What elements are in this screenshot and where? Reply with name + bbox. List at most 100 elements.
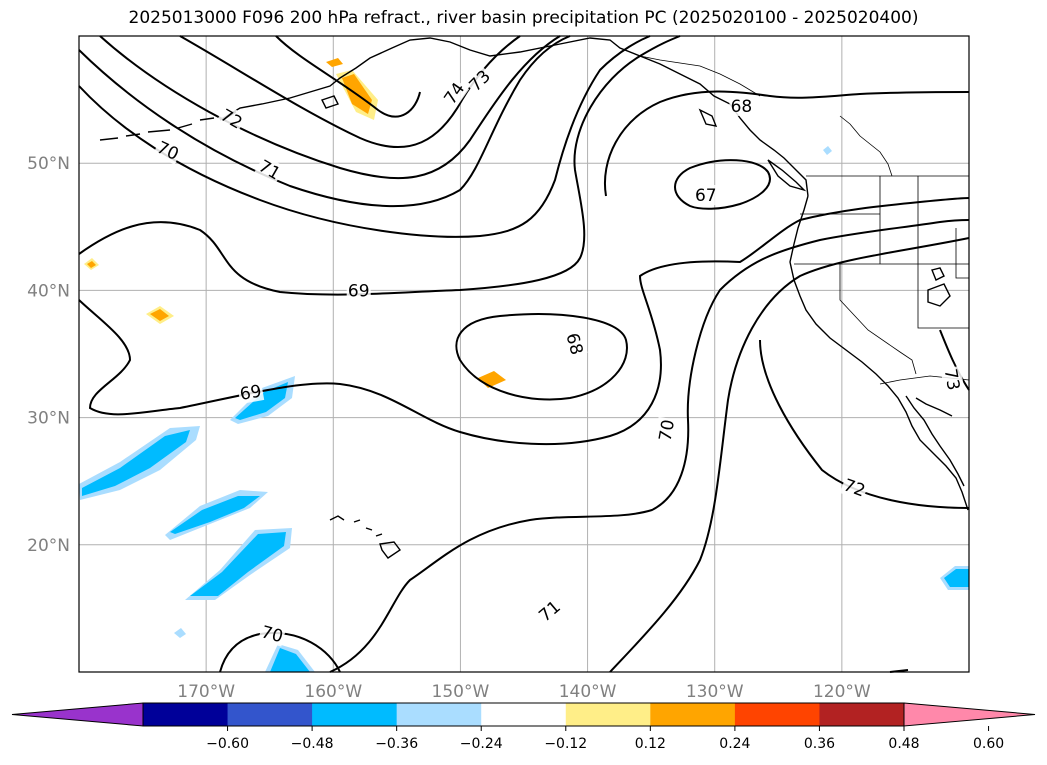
hawaii-islands	[329, 515, 402, 559]
map-title: 2025013000 F096 200 hPa refract., river …	[128, 8, 919, 28]
contour-label: 67	[695, 186, 717, 206]
colorbar-tick-label: −0.60	[206, 736, 249, 752]
aleutian-islands	[99, 111, 237, 141]
lat-tick-label: 30°N	[27, 409, 70, 429]
contour-72-south	[759, 339, 970, 509]
precip-shading	[79, 58, 969, 672]
colorbar-bin	[312, 703, 398, 726]
shade-blob-negative	[170, 496, 260, 534]
contour-label-bg	[562, 329, 588, 359]
contour-73-south	[939, 329, 970, 391]
contour-label: 69	[238, 381, 263, 404]
colorbar-tick-label: −0.36	[375, 736, 418, 752]
kodiak-island	[321, 95, 339, 109]
contour-label-bg	[839, 474, 870, 502]
colorbar-tick-label: 0.60	[973, 736, 1004, 752]
contour-label-bg	[258, 621, 287, 647]
colorbar-bin	[734, 703, 820, 726]
colorbar: −0.60 −0.48 −0.36 −0.24 −0.12 0.12 0.24 0.36 0.4…	[11, 702, 1036, 752]
colorbar-tick-label: 0.12	[635, 736, 666, 752]
colorbar-extend-low	[11, 702, 144, 727]
shade-blob-negative	[270, 648, 310, 672]
shade-blob-negative	[82, 430, 190, 496]
contour-label-bg	[693, 185, 718, 205]
contour-71-south	[609, 237, 970, 673]
colorbar-bin	[143, 703, 229, 726]
alaska-coast	[219, 37, 809, 197]
contour-72	[99, 35, 561, 180]
bc-alberta-border	[839, 115, 893, 177]
colorbar-bin	[481, 703, 567, 726]
contour-74	[275, 35, 421, 118]
contour-label-bg	[940, 365, 965, 393]
colorbar-bin	[396, 703, 482, 726]
colorbar-extend-high	[903, 702, 1036, 727]
contour-69-south	[78, 197, 970, 446]
contour-68-north	[604, 90, 970, 197]
contour-label-bg	[237, 380, 265, 405]
lon-tick-label: 120°W	[813, 682, 871, 702]
shade-blob-negative	[235, 382, 288, 420]
contour-label-bg	[346, 280, 371, 301]
contour-71	[78, 35, 571, 208]
colorbar-tick-label: 0.36	[804, 736, 835, 752]
colorbar-bin	[565, 703, 651, 726]
colorbar-tick-label: 0.24	[719, 736, 750, 752]
contour-label-bg	[729, 95, 754, 116]
contour-label: 73	[940, 367, 963, 392]
west-coast-us	[789, 195, 969, 511]
axis-labels: 20°N 30°N 40°N 50°N 170°W 160°W 150°W 140°W 130°…	[27, 154, 871, 702]
lon-tick-label: 150°W	[432, 682, 490, 702]
vancouver-island	[767, 159, 807, 192]
contour-label-bg	[533, 595, 566, 627]
contour-label-bg	[463, 64, 496, 97]
lon-tick-label: 160°W	[304, 682, 362, 702]
contour-label: 69	[348, 281, 370, 301]
colorbar-tick-label: −0.48	[291, 736, 334, 752]
contour-69-north	[78, 35, 681, 296]
colorbar-bin	[650, 703, 736, 726]
shade-blob-positive	[87, 261, 96, 268]
contour-68-south	[455, 313, 628, 401]
graticule	[79, 36, 969, 672]
shade-blob-negative	[174, 628, 186, 638]
lat-tick-label: 20°N	[27, 536, 70, 556]
idaho-nevada-border	[917, 176, 969, 279]
baja-california	[905, 395, 965, 487]
lat-tick-label: 40°N	[27, 281, 70, 301]
lat-tick-label: 50°N	[27, 154, 70, 174]
california-nevada-border	[839, 264, 917, 375]
shade-blob-negative	[823, 146, 832, 155]
great-salt-lake	[927, 283, 951, 307]
coastlines	[99, 37, 969, 559]
contour-label-bg	[438, 77, 470, 109]
colorbar-tick-label: −0.24	[460, 736, 503, 752]
colorbar-bin	[819, 703, 905, 726]
contour-label: 70	[656, 418, 679, 443]
colorbar-bin	[227, 703, 313, 726]
contour-70-north	[78, 35, 651, 238]
contour-label-bg	[254, 154, 286, 185]
contour-label-bg	[216, 104, 247, 134]
oregon-california-border	[794, 263, 969, 329]
colorbar-frame	[142, 702, 905, 727]
lon-tick-label: 130°W	[686, 682, 744, 702]
contour-label: 68	[731, 97, 753, 117]
contour-label-bg	[152, 136, 184, 165]
shade-blob-negative	[944, 569, 969, 587]
plot-frame	[78, 35, 970, 673]
shade-blob-negative	[190, 532, 286, 596]
lon-tick-label: 140°W	[559, 682, 617, 702]
lon-tick-label: 170°W	[177, 682, 235, 702]
shade-blob-positive	[326, 58, 343, 67]
haida-gwaii	[698, 108, 718, 127]
lake-mark	[931, 267, 945, 281]
refractivity-contours	[78, 35, 970, 673]
colorbar-tick-label: −0.12	[544, 736, 587, 752]
colorbar-tick-label: 0.48	[888, 736, 919, 752]
contour-label-bg	[654, 416, 679, 444]
contour-67	[674, 159, 771, 210]
shade-blob-positive	[150, 309, 169, 321]
